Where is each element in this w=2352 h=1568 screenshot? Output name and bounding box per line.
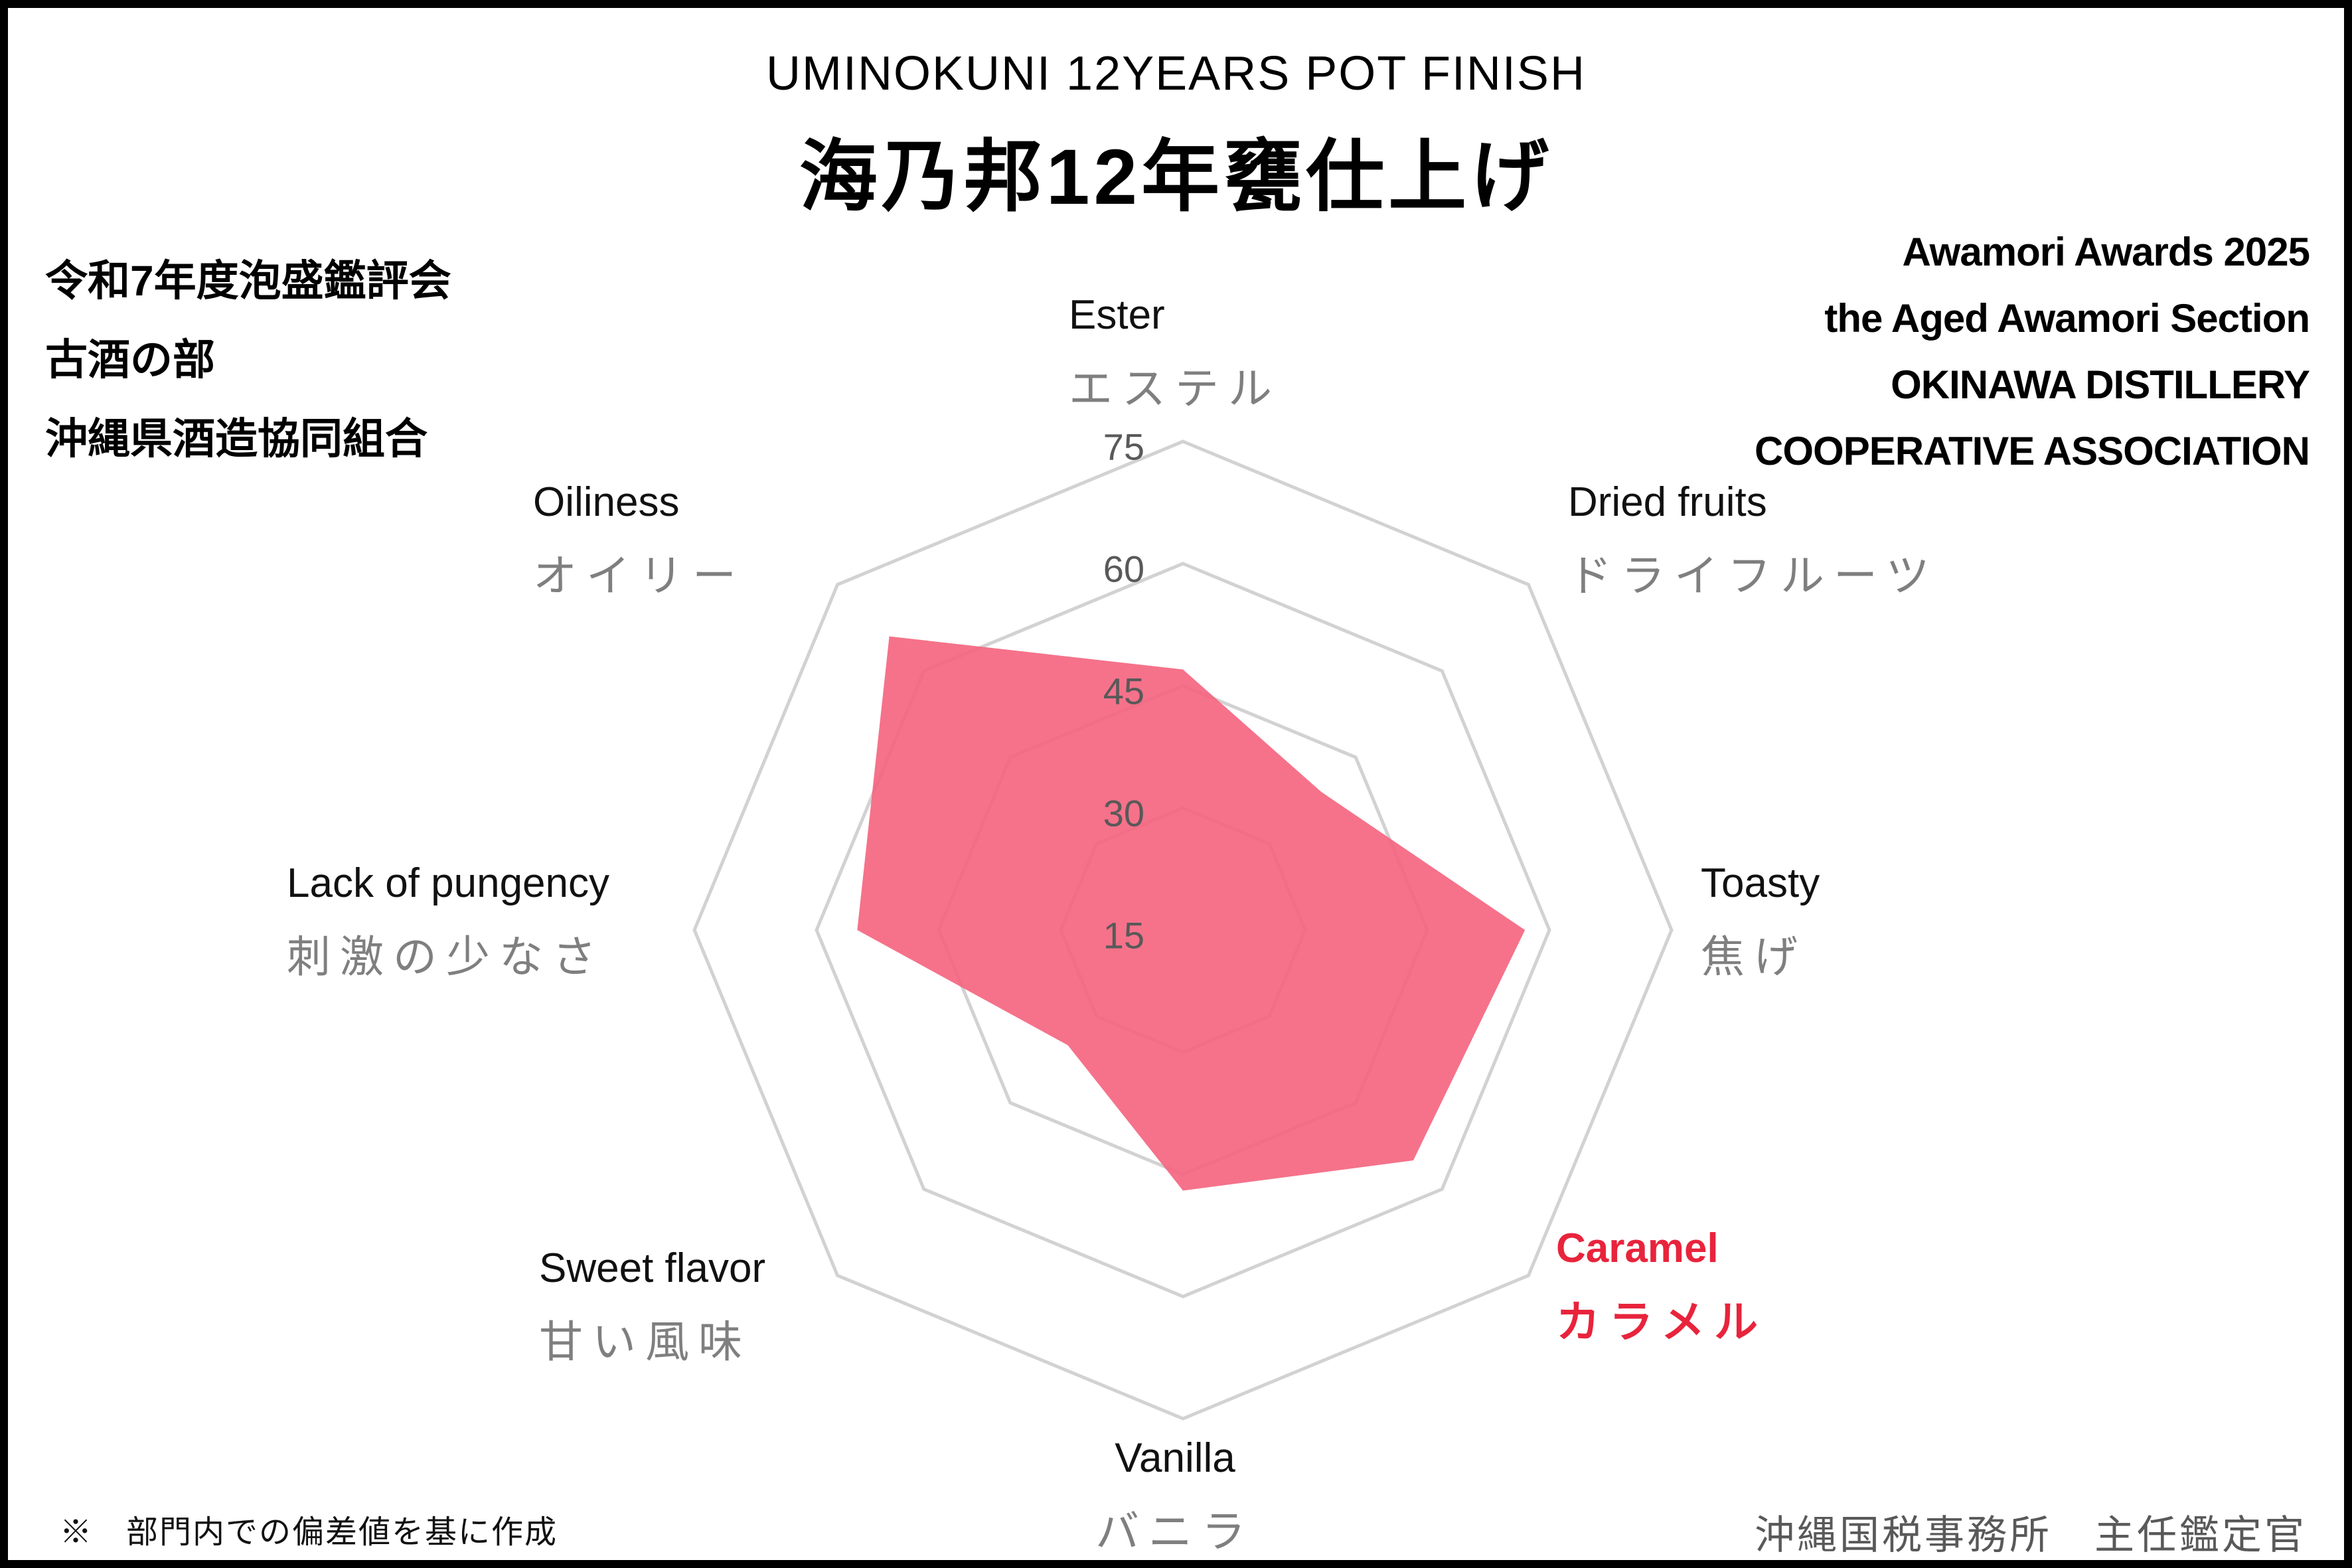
awards-section: the Aged Awamori Section	[1824, 296, 2310, 341]
tick-label-15: 15	[1103, 914, 1144, 957]
data-polygon	[857, 636, 1526, 1191]
axis-label-sweet-flavor-jp: 甘い風味	[539, 1317, 751, 1366]
axis-label-lack-of-pungency-jp: 刺激の少なさ	[287, 932, 605, 981]
event-info-block: 令和7年度泡盛鑑評会 古酒の部 沖縄県酒造協同組合	[45, 242, 451, 479]
tick-label-45: 45	[1103, 670, 1144, 712]
awards-name: Awamori Awards 2025	[1902, 230, 2310, 274]
axis-label-caramel: Caramel カラメル	[1556, 1228, 1767, 1344]
awards-info-block: Awamori Awards 2025 the Aged Awamori Sec…	[1755, 219, 2310, 485]
page-title-english: UMINOKUNI 12YEARS POT FINISH	[766, 47, 1586, 100]
axis-label-toasty-jp: 焦げ	[1701, 932, 1807, 981]
axis-label-ester-en: Ester	[1069, 292, 1165, 338]
axis-label-ester-jp: エステル	[1069, 364, 1281, 413]
tick-label-60: 60	[1103, 548, 1144, 590]
axis-label-lack-of-pungency-en: Lack of pungency	[287, 860, 610, 906]
axis-label-sweet-flavor-en: Sweet flavor	[539, 1245, 766, 1291]
tick-label-30: 30	[1103, 792, 1144, 834]
axis-label-caramel-jp: カラメル	[1556, 1297, 1768, 1346]
axis-label-oiliness: Oiliness オイリー	[533, 479, 745, 600]
axis-label-oiliness-en: Oiliness	[533, 479, 680, 525]
event-section: 古酒の部	[45, 336, 215, 384]
footnote: ※ 部門内での偏差値を基に作成	[60, 1515, 558, 1550]
page-title-japanese: 海乃邦12年甕仕上げ	[799, 133, 1553, 221]
axis-label-caramel-en: Caramel	[1556, 1225, 1719, 1271]
axis-label-vanilla-jp: バニラ	[1095, 1507, 1255, 1556]
axis-label-dried-fruits-en: Dried fruits	[1568, 479, 1767, 525]
axis-label-vanilla: Vanilla バニラ	[1095, 1435, 1255, 1556]
axis-label-vanilla-en: Vanilla	[1115, 1435, 1235, 1481]
axis-label-toasty-en: Toasty	[1701, 860, 1820, 906]
grid-ring-75	[692, 439, 1674, 1421]
awards-org-line2: COOPERATIVE ASSOCIATION	[1755, 429, 2310, 473]
axis-label-toasty: Toasty 焦げ	[1701, 863, 1820, 979]
axis-label-lack-of-pungency: Lack of pungency 刺激の少なさ	[287, 863, 609, 979]
axis-label-dried-fruits: Dried fruits ドライフルーツ	[1568, 479, 1939, 600]
awards-org-line1: OKINAWA DISTILLERY	[1891, 362, 2310, 407]
axis-label-sweet-flavor: Sweet flavor 甘い風味	[539, 1248, 765, 1364]
axis-label-dried-fruits-jp: ドライフルーツ	[1568, 551, 1939, 600]
axis-label-ester: Ester エステル	[1069, 292, 1281, 413]
event-name: 令和7年度泡盛鑑評会	[45, 257, 451, 305]
tick-label-75: 75	[1103, 426, 1144, 468]
radar-chart	[692, 439, 1674, 1421]
axis-label-oiliness-jp: オイリー	[533, 551, 745, 600]
credit-text: 沖縄国税事務所 主任鑑定官	[1755, 1513, 2307, 1557]
event-organizer: 沖縄県酒造協同組合	[45, 415, 428, 463]
